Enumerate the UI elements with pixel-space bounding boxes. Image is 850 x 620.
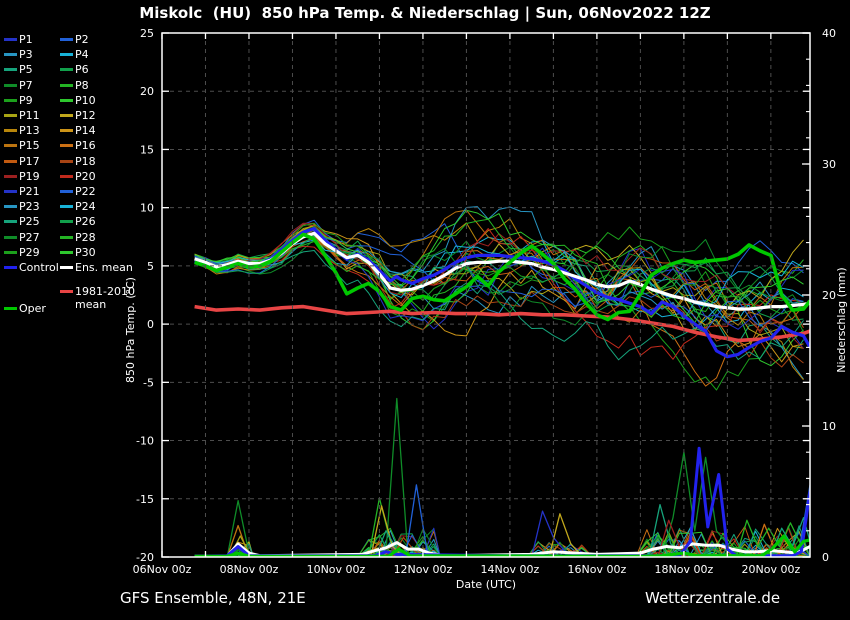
legend-climate-mean-label: 1981-2010 mean bbox=[75, 285, 135, 311]
legend-member-p12-swatch bbox=[60, 114, 73, 117]
legend-member-p24-swatch bbox=[60, 205, 73, 209]
svg-text:5: 5 bbox=[147, 260, 154, 273]
legend-member-p26-swatch bbox=[60, 220, 73, 224]
svg-text:20: 20 bbox=[140, 85, 154, 98]
svg-text:10: 10 bbox=[140, 202, 154, 215]
legend-member-p21-swatch bbox=[4, 190, 17, 193]
legend-member-p17-label: P17 bbox=[19, 154, 40, 168]
legend-member-p1-label: P1 bbox=[19, 33, 33, 46]
legend-member-p7-label: P7 bbox=[19, 78, 33, 92]
legend-member-p16-label: P16 bbox=[75, 139, 96, 153]
svg-text:-15: -15 bbox=[136, 493, 154, 506]
svg-text:-10: -10 bbox=[136, 435, 154, 448]
legend-member-p8-label: P8 bbox=[75, 78, 89, 92]
legend-oper-swatch bbox=[4, 307, 17, 310]
legend-member-p25-label: P25 bbox=[19, 215, 40, 229]
legend-member-p1-swatch bbox=[4, 38, 17, 41]
legend-member-p5-swatch bbox=[4, 68, 17, 72]
legend-member-p11-swatch bbox=[4, 114, 17, 117]
svg-text:10Nov 00z: 10Nov 00z bbox=[307, 563, 366, 576]
svg-text:10: 10 bbox=[822, 420, 836, 433]
legend-member-p12-label: P12 bbox=[75, 109, 96, 122]
legend-member-p18-label: P18 bbox=[75, 154, 96, 168]
legend-member-p14-swatch bbox=[60, 129, 73, 133]
legend-member-p9-label: P9 bbox=[19, 93, 33, 107]
legend-member-p23-label: P23 bbox=[19, 200, 40, 214]
footer-site-credit: Wetterzentrale.de bbox=[645, 589, 781, 607]
legend-member-p25-swatch bbox=[4, 220, 17, 224]
legend-member-p26-label: P26 bbox=[75, 215, 96, 229]
legend-member-p5-label: P5 bbox=[19, 63, 33, 77]
legend-member-p7-swatch bbox=[4, 83, 17, 87]
legend-member-p18-swatch bbox=[60, 159, 73, 163]
legend-member-p23-swatch bbox=[4, 205, 17, 209]
svg-text:850 hPa Temp. (°C): 850 hPa Temp. (°C) bbox=[124, 277, 137, 383]
svg-text:Niederschlag (mm): Niederschlag (mm) bbox=[835, 267, 848, 372]
svg-text:18Nov 00z: 18Nov 00z bbox=[655, 563, 714, 576]
legend-member-p19-label: P19 bbox=[19, 169, 40, 183]
legend-member-p4-label: P4 bbox=[75, 48, 89, 62]
legend-member-p29-swatch bbox=[4, 250, 17, 254]
svg-text:-5: -5 bbox=[143, 376, 154, 389]
legend-member-p21-label: P21 bbox=[19, 185, 40, 198]
legend-member-p30-label: P30 bbox=[75, 245, 96, 259]
legend-member-p22-swatch bbox=[60, 190, 73, 193]
legend-member-p2-swatch bbox=[60, 38, 73, 41]
legend-member-p17-swatch bbox=[4, 159, 17, 163]
legend-member-p27-swatch bbox=[4, 235, 17, 239]
chart-title: Miskolc (HU) 850 hPa Temp. & Niederschla… bbox=[139, 4, 711, 22]
legend-member-p13-swatch bbox=[4, 129, 17, 133]
legend-member-p3-swatch bbox=[4, 53, 17, 57]
legend-climate-mean-swatch bbox=[60, 290, 73, 293]
legend-ens-mean-swatch bbox=[60, 266, 73, 269]
legend-member-p8-swatch bbox=[60, 83, 73, 87]
legend-member-p29-label: P29 bbox=[19, 245, 40, 259]
legend-member-p27-label: P27 bbox=[19, 230, 40, 244]
legend-member-p6-label: P6 bbox=[75, 63, 89, 77]
svg-text:16Nov 00z: 16Nov 00z bbox=[568, 563, 627, 576]
legend-member-p22-label: P22 bbox=[75, 185, 96, 198]
legend-member-p2-label: P2 bbox=[75, 33, 89, 46]
legend-member-p20-swatch bbox=[60, 174, 73, 178]
svg-text:20: 20 bbox=[822, 289, 836, 302]
legend-member-p9-swatch bbox=[4, 98, 17, 102]
svg-text:30: 30 bbox=[822, 158, 836, 171]
legend-control-label: Control bbox=[19, 261, 59, 274]
legend-member-p3-label: P3 bbox=[19, 48, 33, 62]
legend-member-p11-label: P11 bbox=[19, 109, 40, 122]
svg-text:06Nov 00z: 06Nov 00z bbox=[133, 563, 192, 576]
svg-text:0: 0 bbox=[147, 318, 154, 331]
legend-control-swatch bbox=[4, 266, 17, 269]
legend-member-p16-swatch bbox=[60, 144, 73, 148]
svg-text:25: 25 bbox=[140, 27, 154, 40]
legend-member-p30-swatch bbox=[60, 250, 73, 254]
svg-text:Date (UTC): Date (UTC) bbox=[456, 578, 516, 591]
legend-member-p15-swatch bbox=[4, 144, 17, 148]
legend-oper-label: Oper bbox=[19, 302, 46, 315]
legend-ens-mean-label: Ens. mean bbox=[75, 261, 133, 274]
legend-member-p14-label: P14 bbox=[75, 124, 96, 138]
svg-text:-20: -20 bbox=[136, 551, 154, 564]
svg-text:15: 15 bbox=[140, 143, 154, 156]
legend-member-p10-swatch bbox=[60, 98, 73, 102]
legend-member-p19-swatch bbox=[4, 174, 17, 178]
legend-member-p13-label: P13 bbox=[19, 124, 40, 138]
footer-model-info: GFS Ensemble, 48N, 21E bbox=[120, 589, 306, 607]
svg-text:12Nov 00z: 12Nov 00z bbox=[394, 563, 453, 576]
svg-text:14Nov 00z: 14Nov 00z bbox=[481, 563, 540, 576]
svg-text:40: 40 bbox=[822, 27, 836, 40]
legend-member-p20-label: P20 bbox=[75, 169, 96, 183]
legend-member-p4-swatch bbox=[60, 53, 73, 57]
legend-member-p28-swatch bbox=[60, 235, 73, 239]
legend-member-p15-label: P15 bbox=[19, 139, 40, 153]
svg-text:0: 0 bbox=[822, 551, 829, 564]
legend-member-p10-label: P10 bbox=[75, 93, 96, 107]
legend-member-p28-label: P28 bbox=[75, 230, 96, 244]
svg-text:08Nov 00z: 08Nov 00z bbox=[220, 563, 279, 576]
legend-member-p24-label: P24 bbox=[75, 200, 96, 214]
svg-text:20Nov 00z: 20Nov 00z bbox=[741, 563, 800, 576]
legend-member-p6-swatch bbox=[60, 68, 73, 72]
